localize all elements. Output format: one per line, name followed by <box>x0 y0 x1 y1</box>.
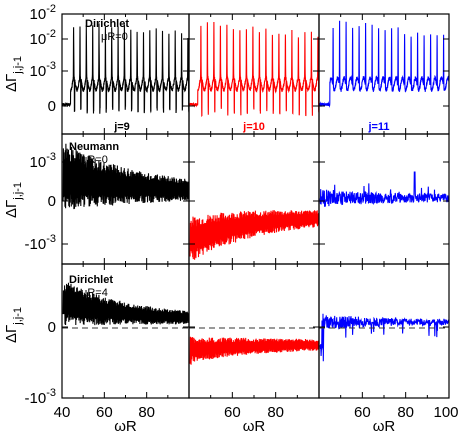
mu-label: μR=0 <box>101 31 128 43</box>
y-axis-label: ΔΓj,j-1 <box>3 307 24 343</box>
y-tick-label: -10-3 <box>25 233 56 253</box>
series-j=11-row2 <box>319 313 449 362</box>
x-axis-label: ωR <box>114 418 137 432</box>
text-layer: 40 60 80 60 80 60 80 100 ωR ωR ωR 10-2 10-2 10-3 0 10-3… <box>3 3 459 432</box>
series-j=10-row0 <box>189 21 319 118</box>
series-j=9-row0 <box>62 23 189 114</box>
x-tick-label: 60 <box>96 404 113 421</box>
series-label: j=10 <box>242 121 265 133</box>
x-tick-label: 60 <box>224 404 241 421</box>
x-tick-label: 80 <box>397 404 414 421</box>
series-label: j=11 <box>367 121 389 133</box>
series-j=10-row2 <box>189 336 319 365</box>
series-j=11-row0 <box>319 20 449 108</box>
y-tick-label: 0 <box>48 319 56 336</box>
panel-frame-r2c1 <box>188 263 320 399</box>
panel-frame-r0c1 <box>188 13 320 135</box>
y-tick-label: -10-3 <box>25 387 56 407</box>
y-tick-label: 10-3 <box>30 151 56 171</box>
x-tick-label: 60 <box>354 404 371 421</box>
boundary-label: Dirichlet <box>69 274 113 286</box>
series-j=9-row1 <box>62 143 189 210</box>
x-tick-label: 40 <box>54 404 71 421</box>
x-axis-label: ωR <box>243 418 266 432</box>
x-tick-label: 80 <box>138 404 155 421</box>
boundary-label: Neumann <box>69 141 119 153</box>
mu-label: μR=0 <box>81 154 108 166</box>
trace-layer <box>62 20 449 365</box>
mu-label: μR=4 <box>81 287 108 299</box>
y-axis-label-text: ΔΓj,j-1 <box>3 56 24 92</box>
y-tick-label: 10-2 <box>30 28 56 48</box>
y-tick-label: 10-2 <box>30 3 56 23</box>
y-axis-label-text: ΔΓj,j-1 <box>3 307 24 343</box>
panel-frame-r0c2 <box>318 13 450 135</box>
x-tick-label: 100 <box>433 404 458 421</box>
boundary-label: Dirichlet <box>85 18 129 30</box>
y-axis-label-text: ΔΓj,j-1 <box>3 182 24 218</box>
series-label: j=9 <box>113 121 130 133</box>
y-tick-label: 10-3 <box>30 60 56 80</box>
series-j=10-row1 <box>189 210 319 260</box>
y-tick-label: 0 <box>48 193 56 210</box>
x-axis-label: ωR <box>373 418 396 432</box>
series-j=11-row1 <box>319 171 449 207</box>
y-axis-label: ΔΓj,j-1 <box>3 56 24 92</box>
y-axis-label: ΔΓj,j-1 <box>3 182 24 218</box>
series-j=9-row2 <box>62 282 189 326</box>
panel-frames <box>61 13 450 399</box>
x-tick-label: 80 <box>267 404 284 421</box>
y-tick-label: 0 <box>48 98 56 115</box>
